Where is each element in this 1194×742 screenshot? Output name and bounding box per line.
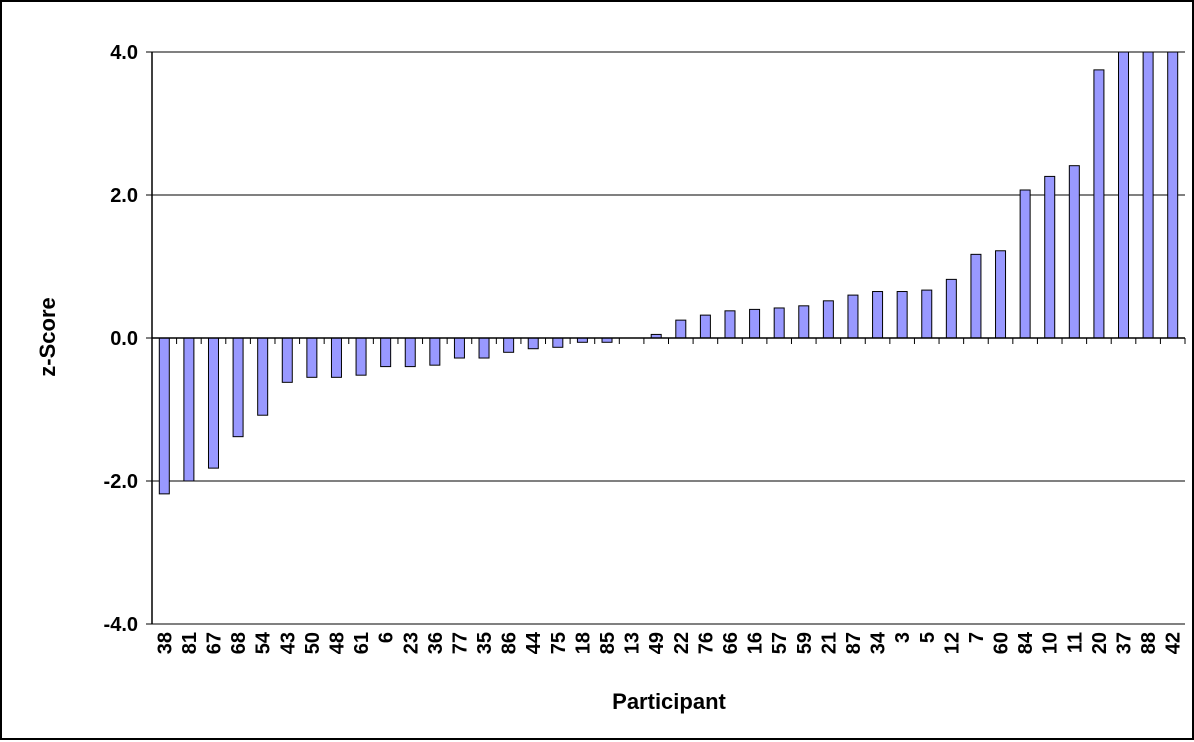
y-tick-label: 2.0 — [110, 185, 138, 207]
bar — [1019, 189, 1031, 339]
x-category-label: 81 — [179, 632, 201, 654]
bar — [207, 337, 219, 469]
y-tick-labels: 4.0 2.0 0.0 -2.0 -4.0 — [104, 42, 138, 636]
bar — [699, 314, 711, 339]
bar — [306, 337, 318, 378]
x-category-label: 43 — [277, 632, 299, 654]
x-category-label: 21 — [818, 632, 840, 654]
bars — [158, 51, 1179, 495]
bar — [330, 337, 342, 378]
x-category-label: 42 — [1163, 632, 1185, 654]
bar — [675, 319, 687, 339]
x-category-label: 61 — [351, 632, 373, 654]
x-category-label: 76 — [695, 632, 717, 654]
x-category-label: 87 — [843, 632, 865, 654]
x-category-label: 11 — [1064, 632, 1086, 653]
x-category-label: 36 — [425, 632, 447, 654]
x-category-label: 37 — [1114, 632, 1136, 654]
x-category-label: 23 — [400, 632, 422, 654]
x-category-label: 48 — [326, 632, 348, 654]
x-category-label: 44 — [523, 631, 545, 654]
x-category-label: 6 — [376, 632, 398, 643]
x-category-label: 22 — [671, 632, 693, 654]
y-tick-label: -4.0 — [104, 614, 138, 636]
bar — [773, 307, 785, 339]
x-category-label: 54 — [253, 631, 275, 654]
x-category-label: 66 — [720, 632, 742, 654]
x-category-label: 5 — [917, 632, 939, 643]
x-category-label: 3 — [892, 632, 914, 643]
x-tick-labels: 38 81 67 68 54 43 50 48 61 6 23 36 77 35 86 44 75 18 85 13 4… — [154, 631, 1184, 654]
bar — [1044, 175, 1056, 339]
x-category-label: 57 — [769, 632, 791, 654]
bar — [527, 337, 539, 350]
x-category-label: 10 — [1040, 632, 1062, 654]
bar — [380, 337, 392, 368]
x-axis-title: Participant — [612, 689, 726, 714]
x-category-label: 84 — [1015, 631, 1037, 654]
x-category-label: 18 — [572, 632, 594, 654]
bar — [232, 337, 244, 438]
bar — [281, 337, 293, 383]
x-category-label: 75 — [548, 632, 570, 654]
bar — [453, 337, 465, 359]
bar — [429, 337, 441, 366]
bar — [1093, 69, 1105, 339]
bar — [872, 291, 884, 339]
x-category-label: 35 — [474, 632, 496, 654]
bar — [1118, 51, 1130, 339]
x-category-label: 60 — [991, 632, 1013, 654]
x-category-label: 85 — [597, 632, 619, 654]
bar — [552, 337, 564, 348]
bar — [798, 305, 810, 339]
bar — [724, 310, 736, 339]
bar — [945, 278, 957, 339]
bar — [921, 289, 933, 339]
bar — [995, 250, 1007, 339]
bar — [896, 291, 908, 339]
x-category-label: 77 — [449, 632, 471, 654]
x-category-label: 68 — [228, 632, 250, 654]
bar — [822, 300, 834, 339]
bar — [1068, 165, 1080, 339]
y-tick-label: 4.0 — [110, 42, 138, 64]
x-category-label: 86 — [499, 632, 521, 654]
x-category-label: 20 — [1089, 632, 1111, 654]
axes — [146, 51, 1186, 625]
x-category-label: 34 — [868, 631, 890, 654]
x-category-label: 50 — [302, 632, 324, 654]
bar — [503, 337, 515, 353]
bar — [847, 294, 859, 339]
bar — [404, 337, 416, 368]
y-axis-title: z-Score — [35, 297, 60, 376]
x-category-label: 16 — [745, 632, 767, 654]
x-category-label: 59 — [794, 632, 816, 654]
y-tick-label: -2.0 — [104, 471, 138, 493]
bar — [158, 337, 170, 495]
x-category-label: 13 — [622, 632, 644, 654]
bar — [183, 337, 195, 482]
bar — [355, 337, 367, 376]
x-category-label: 67 — [203, 632, 225, 654]
bar — [1167, 51, 1179, 339]
x-category-label: 7 — [966, 632, 988, 643]
y-tick-label: 0.0 — [110, 328, 138, 350]
bar — [478, 337, 490, 359]
x-category-label: 88 — [1138, 632, 1160, 654]
x-category-label: 12 — [941, 632, 963, 654]
bar — [257, 337, 269, 416]
bar — [970, 253, 982, 339]
x-category-label: 38 — [154, 632, 176, 654]
bar — [1142, 51, 1154, 339]
x-category-label: 49 — [646, 632, 668, 654]
bar — [749, 308, 761, 339]
